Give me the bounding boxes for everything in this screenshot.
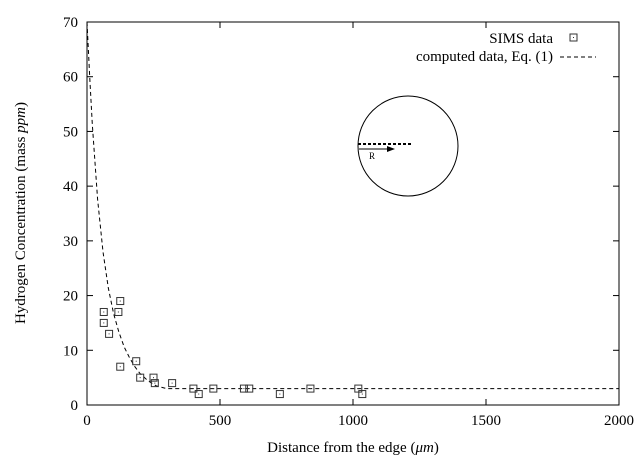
x-tick-label: 1000	[338, 413, 368, 429]
y-tick-label: 20	[63, 289, 78, 305]
x-axis-label: Distance from the edge (μm)	[267, 440, 439, 456]
y-tick-label: 0	[71, 398, 79, 414]
data-point	[150, 379, 159, 388]
data-point	[149, 373, 158, 382]
axis-tick-labels: 0 500 1000 1500 2000 0 10 20 30 40 50 60 70	[63, 15, 634, 429]
x-tick-label: 500	[209, 413, 232, 429]
legend: SIMS data computed data, Eq. (1)	[416, 31, 596, 65]
legend-label-sims: SIMS data	[489, 31, 553, 47]
computed-curve	[86, 21, 619, 390]
data-point	[209, 384, 218, 393]
data-point	[132, 357, 141, 366]
data-point	[194, 390, 203, 399]
x-tick-label: 2000	[604, 413, 634, 429]
data-point	[99, 307, 108, 316]
data-point	[245, 384, 254, 393]
inset-radius-label: R	[369, 151, 375, 161]
sims-data-points	[99, 297, 367, 399]
data-point	[306, 384, 315, 393]
data-point	[116, 362, 125, 371]
legend-label-computed: computed data, Eq. (1)	[416, 49, 553, 65]
y-tick-label: 10	[63, 343, 78, 359]
data-point	[275, 390, 284, 399]
x-tick-label: 1500	[471, 413, 501, 429]
inset-arrow-head	[387, 146, 395, 152]
y-tick-label: 40	[63, 179, 78, 195]
data-point	[116, 297, 125, 306]
data-point	[168, 379, 177, 388]
data-point	[99, 318, 108, 327]
data-point	[189, 384, 198, 393]
axis-ticks	[86, 21, 620, 406]
data-point	[105, 329, 114, 338]
plot-frame	[86, 21, 620, 406]
inset-diagram: R	[357, 95, 459, 197]
legend-marker-sims	[569, 33, 578, 42]
data-point	[114, 307, 123, 316]
y-tick-label: 60	[63, 70, 78, 86]
y-tick-label: 30	[63, 234, 78, 250]
data-point	[136, 373, 145, 382]
y-tick-label: 70	[63, 15, 78, 31]
y-tick-label: 50	[63, 124, 78, 140]
data-point	[358, 390, 367, 399]
data-point	[239, 384, 248, 393]
x-tick-label: 0	[83, 413, 91, 429]
inset-circle	[357, 95, 459, 197]
y-axis-label: Hydrogen Concentration (mass ppm)	[13, 102, 29, 324]
